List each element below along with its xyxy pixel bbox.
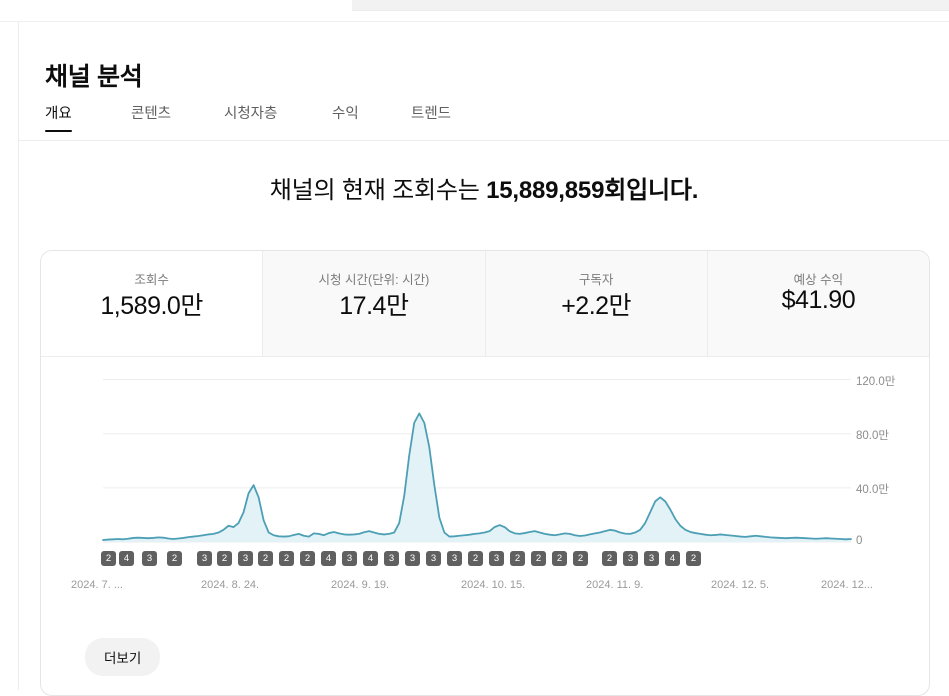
count-badge[interactable]: 3 <box>644 551 659 566</box>
metric-strip-divider <box>41 356 929 357</box>
x-axis-tick-label: 2024. 12. 5. <box>711 579 770 591</box>
headline-suffix: 회입니다. <box>604 177 699 204</box>
x-axis-tick-label: 2024. 8. 24. <box>201 579 260 591</box>
tab-4[interactable]: 트렌드 <box>411 100 451 140</box>
count-badge[interactable]: 4 <box>665 551 680 566</box>
count-badge[interactable]: 3 <box>384 551 399 566</box>
tab-label: 수익 <box>332 106 359 122</box>
metric-value: 17.4만 <box>339 292 409 320</box>
analytics-tabs: 개요 콘텐츠 시청자층 수익 트렌드 <box>45 100 925 140</box>
chart-gridlines <box>103 379 851 543</box>
chart-line <box>102 412 852 541</box>
browser-chrome-strip <box>0 0 949 22</box>
partial-toolbar-bar <box>352 0 949 11</box>
x-axis-tick-label: 2024. 12... <box>821 579 873 591</box>
count-badge[interactable]: 2 <box>510 551 525 566</box>
count-badge[interactable]: 2 <box>279 551 294 566</box>
metric-value: 1,589.0만 <box>100 292 203 320</box>
count-badge[interactable]: 2 <box>531 551 546 566</box>
tab-label: 개요 <box>45 106 72 122</box>
tab-label: 트렌드 <box>411 106 452 122</box>
tab-0[interactable]: 개요 <box>45 100 72 140</box>
tab-2[interactable]: 시청자층 <box>224 100 277 140</box>
metric-card-3[interactable]: 예상 수익 $41.90 <box>707 251 929 356</box>
metric-label: 조회수 <box>134 273 169 287</box>
overview-card: 조회수 1,589.0만 시청 시간(단위: 시간) 17.4만 구독자 +2.2만 예상 … <box>40 250 930 696</box>
tab-label: 시청자층 <box>224 106 278 122</box>
metric-card-1[interactable]: 시청 시간(단위: 시간) 17.4만 <box>263 251 486 356</box>
metric-label: 구독자 <box>578 273 614 287</box>
metric-tabs: 조회수 1,589.0만 시청 시간(단위: 시간) 17.4만 구독자 +2.2만 예상 … <box>41 251 929 356</box>
count-badge[interactable]: 3 <box>623 551 638 566</box>
y-axis-tick-label: 120.0만 <box>856 375 896 388</box>
count-badge[interactable]: 2 <box>573 551 588 566</box>
metric-label: 예상 수익 <box>793 273 844 287</box>
tab-active-underline <box>45 129 72 132</box>
metric-card-2[interactable]: 구독자 +2.2만 <box>485 251 708 356</box>
count-badge[interactable]: 3 <box>342 551 357 566</box>
metric-value: $41.90 <box>781 286 856 314</box>
count-badge[interactable]: 2 <box>468 551 483 566</box>
chart-svg <box>102 379 852 543</box>
count-badge[interactable]: 3 <box>426 551 441 566</box>
y-axis-tick-label: 80.0만 <box>856 429 889 442</box>
tab-label: 콘텐츠 <box>131 106 172 122</box>
metric-value: +2.2만 <box>561 292 632 320</box>
count-badge[interactable]: 3 <box>238 551 253 566</box>
y-axis-tick-label: 0 <box>856 535 863 547</box>
count-badge[interactable]: 2 <box>602 551 617 566</box>
count-badge[interactable]: 2 <box>217 551 232 566</box>
x-axis-tick-label: 2024. 7. ... <box>71 579 123 591</box>
count-badge[interactable]: 3 <box>405 551 420 566</box>
see-more-button[interactable]: 더보기 <box>85 638 161 676</box>
headline: 채널의 현재 조회수는 15,889,859회입니다. <box>19 170 949 205</box>
tabs-bottom-divider <box>19 140 949 141</box>
count-badge[interactable]: 3 <box>489 551 504 566</box>
count-badge[interactable]: 2 <box>258 551 273 566</box>
count-badge[interactable]: 4 <box>363 551 378 566</box>
count-badge[interactable]: 2 <box>552 551 567 566</box>
count-badge[interactable]: 2 <box>167 551 182 566</box>
x-axis-tick-label: 2024. 11. 9. <box>586 579 644 591</box>
headline-prefix: 채널의 현재 조회수는 <box>269 177 487 204</box>
tab-1[interactable]: 콘텐츠 <box>131 100 171 140</box>
count-badge[interactable]: 2 <box>300 551 315 566</box>
count-badge[interactable]: 2 <box>686 551 701 566</box>
analytics-page: 채널 분석 개요 콘텐츠 시청자층 수익 트렌드 채널의 현재 조회수는 15,889,… <box>19 22 949 696</box>
count-badge[interactable]: 2 <box>101 551 116 566</box>
y-axis-tick-label: 40.0만 <box>856 483 889 496</box>
count-badge[interactable]: 3 <box>197 551 212 566</box>
page-title: 채널 분석 <box>45 62 143 91</box>
count-badge[interactable]: 4 <box>119 551 134 566</box>
headline-view-count: 15,889,859 <box>486 177 605 204</box>
x-axis-tick-label: 2024. 9. 19. <box>331 579 390 591</box>
tab-3[interactable]: 수익 <box>332 100 359 140</box>
chrome-divider <box>0 21 949 22</box>
count-badge[interactable]: 3 <box>447 551 462 566</box>
left-rail-divider <box>18 22 19 690</box>
count-badge[interactable]: 4 <box>321 551 336 566</box>
chart-area-fill <box>103 413 851 542</box>
metric-label: 시청 시간(단위: 시간) <box>318 273 430 287</box>
x-axis-tick-label: 2024. 10. 15. <box>461 579 526 591</box>
count-badge[interactable]: 3 <box>142 551 157 566</box>
metric-card-0[interactable]: 조회수 1,589.0만 <box>41 251 264 356</box>
